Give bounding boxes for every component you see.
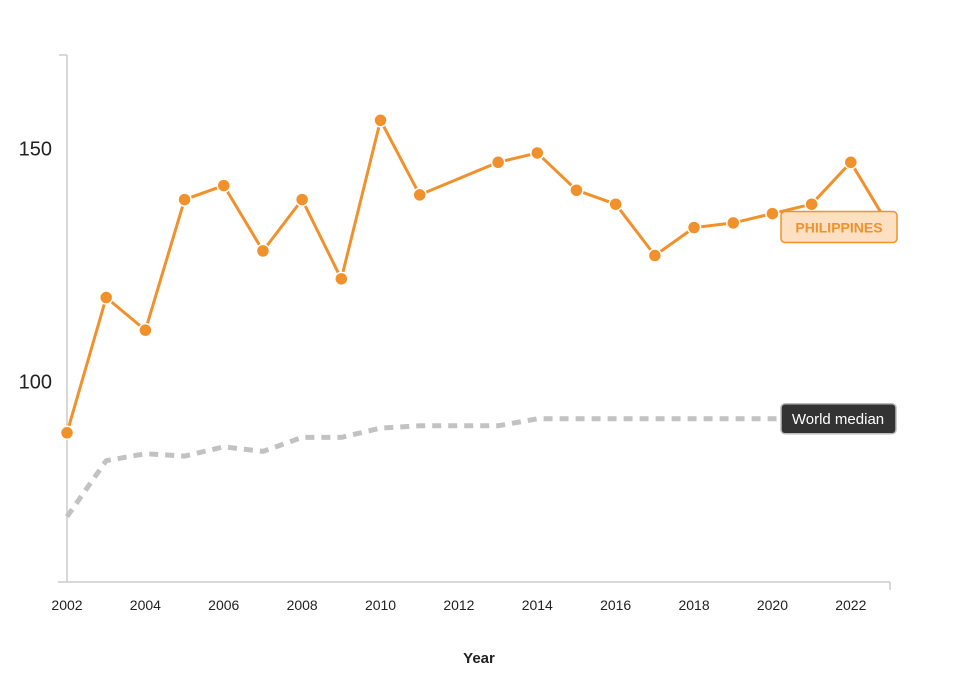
- y-tick-label: 150: [19, 138, 52, 160]
- philippines-data-point[interactable]: [843, 155, 859, 170]
- philippines-data-point[interactable]: [216, 178, 232, 193]
- x-tick-label: 2022: [835, 597, 866, 613]
- x-axis-ticks: 2002 2004 2006 2008 2010 2012 2014 2016 2018 2020…: [51, 597, 866, 613]
- x-tick-label: 2012: [443, 597, 474, 613]
- philippines-label-box: [780, 210, 898, 244]
- philippines-series-label: PHILIPPINES: [795, 220, 882, 236]
- philippines-data-point[interactable]: [334, 271, 349, 287]
- x-tick-label: 2010: [365, 597, 396, 613]
- series-layer: [59, 113, 892, 519]
- x-tick-label: 2016: [600, 597, 631, 613]
- philippines-data-point[interactable]: [294, 192, 310, 207]
- philippines-series-line: [65, 118, 892, 434]
- philippines-data-point[interactable]: [686, 220, 702, 235]
- x-tick-label: 2002: [51, 597, 82, 613]
- philippines-data-point[interactable]: [725, 215, 741, 231]
- philippines-data-point[interactable]: [765, 206, 780, 221]
- x-tick-label: 2014: [522, 597, 553, 613]
- philippines-data-point[interactable]: [530, 145, 545, 161]
- philippines-data-point[interactable]: [59, 425, 75, 441]
- x-tick-label: 2006: [208, 597, 239, 613]
- philippines-data-point[interactable]: [608, 196, 623, 212]
- philippines-data-point[interactable]: [647, 248, 663, 263]
- x-tick-label: 2004: [130, 597, 161, 613]
- philippines-data-point[interactable]: [804, 196, 819, 212]
- philippines-data-point[interactable]: [569, 182, 584, 198]
- x-tick-label: 2008: [287, 597, 318, 613]
- philippines-data-point[interactable]: [98, 290, 114, 305]
- philippines-data-point[interactable]: [490, 155, 506, 170]
- world-median-series-line: [64, 416, 890, 519]
- y-tick-label: 100: [19, 371, 52, 393]
- x-tick-label: 2018: [678, 597, 709, 613]
- philippines-data-point[interactable]: [177, 192, 192, 207]
- philippines-data-point[interactable]: [373, 113, 388, 128]
- y-axis-ticks: 100 150: [19, 138, 52, 393]
- philippines-data-point[interactable]: [412, 187, 427, 203]
- world-median-label-box: [780, 403, 897, 435]
- world-median-series-label: World median: [792, 411, 884, 428]
- series-labels: PHILIPPINES World median: [780, 210, 898, 435]
- x-axis-title: Year: [463, 650, 495, 667]
- philippines-data-point[interactable]: [255, 243, 271, 259]
- x-tick-label: 2020: [757, 597, 788, 613]
- philippines-data-point[interactable]: [138, 322, 153, 338]
